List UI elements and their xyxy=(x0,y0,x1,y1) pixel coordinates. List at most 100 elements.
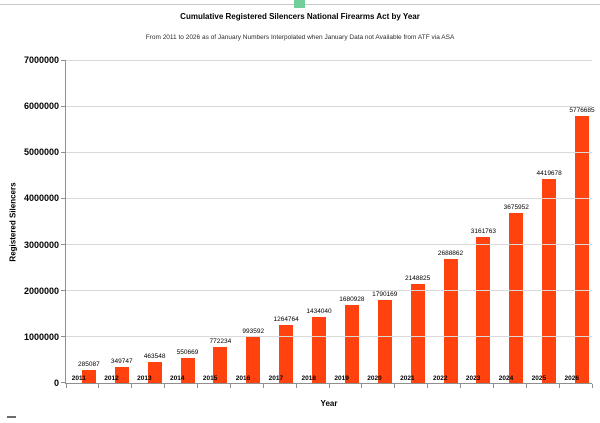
category-slot-2017: 1264764 2017 xyxy=(263,60,299,383)
x-axis-category-label: 2018 xyxy=(301,375,316,382)
y-axis-tick xyxy=(61,290,65,292)
gridline xyxy=(66,105,592,107)
bar-value-label: 772234 xyxy=(209,338,232,345)
bar-value-label: 2688862 xyxy=(437,250,464,257)
bar-value-label: 1680928 xyxy=(339,296,365,303)
category-slot-2026: 5776685 2026 xyxy=(559,60,595,383)
category-slot-2023: 3161763 2023 xyxy=(461,60,497,383)
chart-subtitle: From 2011 to 2026 as of January Numbers … xyxy=(145,34,455,41)
x-axis-category-label: 2026 xyxy=(564,375,579,382)
x-axis-tick xyxy=(460,384,461,388)
bar-value-label: 3675952 xyxy=(503,204,529,211)
category-slot-2022: 2688862 2022 xyxy=(428,60,464,383)
bar-2012 xyxy=(114,367,129,383)
bar-2024 xyxy=(509,213,524,383)
bar-2023 xyxy=(476,237,491,383)
y-axis-tick xyxy=(61,336,65,338)
y-axis-tick-label: 2000000 xyxy=(23,285,59,296)
x-axis-category-label: 2024 xyxy=(498,375,514,382)
category-slot-2011: 285087 2011 xyxy=(66,60,100,383)
selection-handle[interactable] xyxy=(294,0,305,8)
y-axis-tick-label: 1000000 xyxy=(23,331,59,342)
bar-2017 xyxy=(279,325,294,383)
bar-value-label: 2148825 xyxy=(404,275,431,282)
y-axis-tick xyxy=(61,244,65,246)
x-axis-category-label: 2012 xyxy=(104,375,119,382)
x-axis-category-label: 2015 xyxy=(202,375,218,382)
bar-2011 xyxy=(81,370,96,383)
x-axis-tick xyxy=(394,384,396,388)
chart-title: Cumulative Registered Silencers National… xyxy=(180,12,420,21)
category-slot-2013: 463548 2013 xyxy=(132,60,165,383)
x-axis-tick xyxy=(131,384,133,388)
x-axis-title: Year xyxy=(320,399,338,408)
x-axis-category-label: 2021 xyxy=(400,375,415,382)
x-axis-category-label: 2020 xyxy=(367,375,382,382)
x-axis-tick xyxy=(262,384,264,388)
category-slot-2024: 3675952 2024 xyxy=(493,60,529,383)
x-axis-tick xyxy=(164,384,166,388)
x-axis-category-label: 2011 xyxy=(71,375,86,382)
bar-2026 xyxy=(575,116,589,383)
bar-value-label: 993592 xyxy=(242,328,265,335)
x-axis-line xyxy=(65,383,592,384)
y-axis-tick xyxy=(61,382,65,383)
gridline xyxy=(66,290,592,292)
x-axis-category-label: 2022 xyxy=(433,375,448,382)
x-axis-tick xyxy=(98,384,100,388)
x-axis-tick xyxy=(295,384,297,388)
y-axis-tick-label: 7000000 xyxy=(23,55,59,65)
x-axis-tick xyxy=(558,384,560,388)
spreadsheet-edge-artifact xyxy=(7,416,16,418)
y-axis-tick xyxy=(61,105,65,107)
y-axis-title: Registered Silencers xyxy=(8,182,18,262)
x-axis-tick xyxy=(229,384,231,388)
gridline xyxy=(66,244,592,246)
x-axis-tick xyxy=(65,384,67,388)
category-slot-2025: 4419678 2025 xyxy=(526,60,562,383)
bar-2018 xyxy=(312,317,326,383)
x-axis-tick xyxy=(427,384,429,388)
category-slot-2018: 1434040 2018 xyxy=(296,60,332,383)
x-axis-category-label: 2025 xyxy=(531,375,547,382)
category-slot-2021: 2148825 2021 xyxy=(395,60,431,383)
x-axis-category-label: 2016 xyxy=(235,375,251,382)
category-slot-2019: 1680928 2019 xyxy=(329,60,365,383)
bar-2025 xyxy=(542,179,557,383)
x-axis-tick xyxy=(492,384,494,388)
bar-value-label: 349747 xyxy=(110,358,133,365)
bar-value-label: 550669 xyxy=(176,349,199,356)
bar-value-label: 3161763 xyxy=(470,228,497,235)
y-axis-tick-label: 4000000 xyxy=(23,193,59,204)
y-axis-line xyxy=(65,60,66,383)
category-slot-2016: 993592 2016 xyxy=(230,60,265,383)
y-axis-tick xyxy=(61,59,65,61)
bar-2019 xyxy=(344,305,359,383)
x-axis-tick xyxy=(197,384,198,388)
category-slot-2015: 772234 2015 xyxy=(198,60,231,383)
y-axis-tick-label: 6000000 xyxy=(23,101,59,112)
x-axis-category-label: 2017 xyxy=(268,375,284,382)
y-axis-tick-label: 3000000 xyxy=(23,239,59,250)
y-axis-tick xyxy=(61,151,65,153)
x-axis-category-label: 2019 xyxy=(334,375,349,382)
gridline xyxy=(66,151,592,153)
bar-value-label: 5776685 xyxy=(569,107,595,114)
bar-2014 xyxy=(180,358,195,383)
bar-2015 xyxy=(213,347,228,383)
category-slot-2012: 349747 2012 xyxy=(99,60,133,383)
x-axis-tick xyxy=(361,384,363,388)
bar-value-label: 285087 xyxy=(78,361,100,368)
bar-value-label: 1434040 xyxy=(306,308,332,315)
x-axis-category-label: 2013 xyxy=(137,375,152,382)
x-axis-tick xyxy=(328,384,330,388)
bar-value-label: 4419678 xyxy=(536,170,562,177)
y-axis-tick-label: 0 xyxy=(53,378,59,388)
bar-value-label: 1264764 xyxy=(273,316,299,323)
x-axis-category-label: 2023 xyxy=(465,375,481,382)
x-axis-category-label: 2014 xyxy=(170,375,185,382)
x-axis-tick xyxy=(591,384,593,388)
bar-2016 xyxy=(246,337,261,383)
gridline xyxy=(66,197,592,199)
